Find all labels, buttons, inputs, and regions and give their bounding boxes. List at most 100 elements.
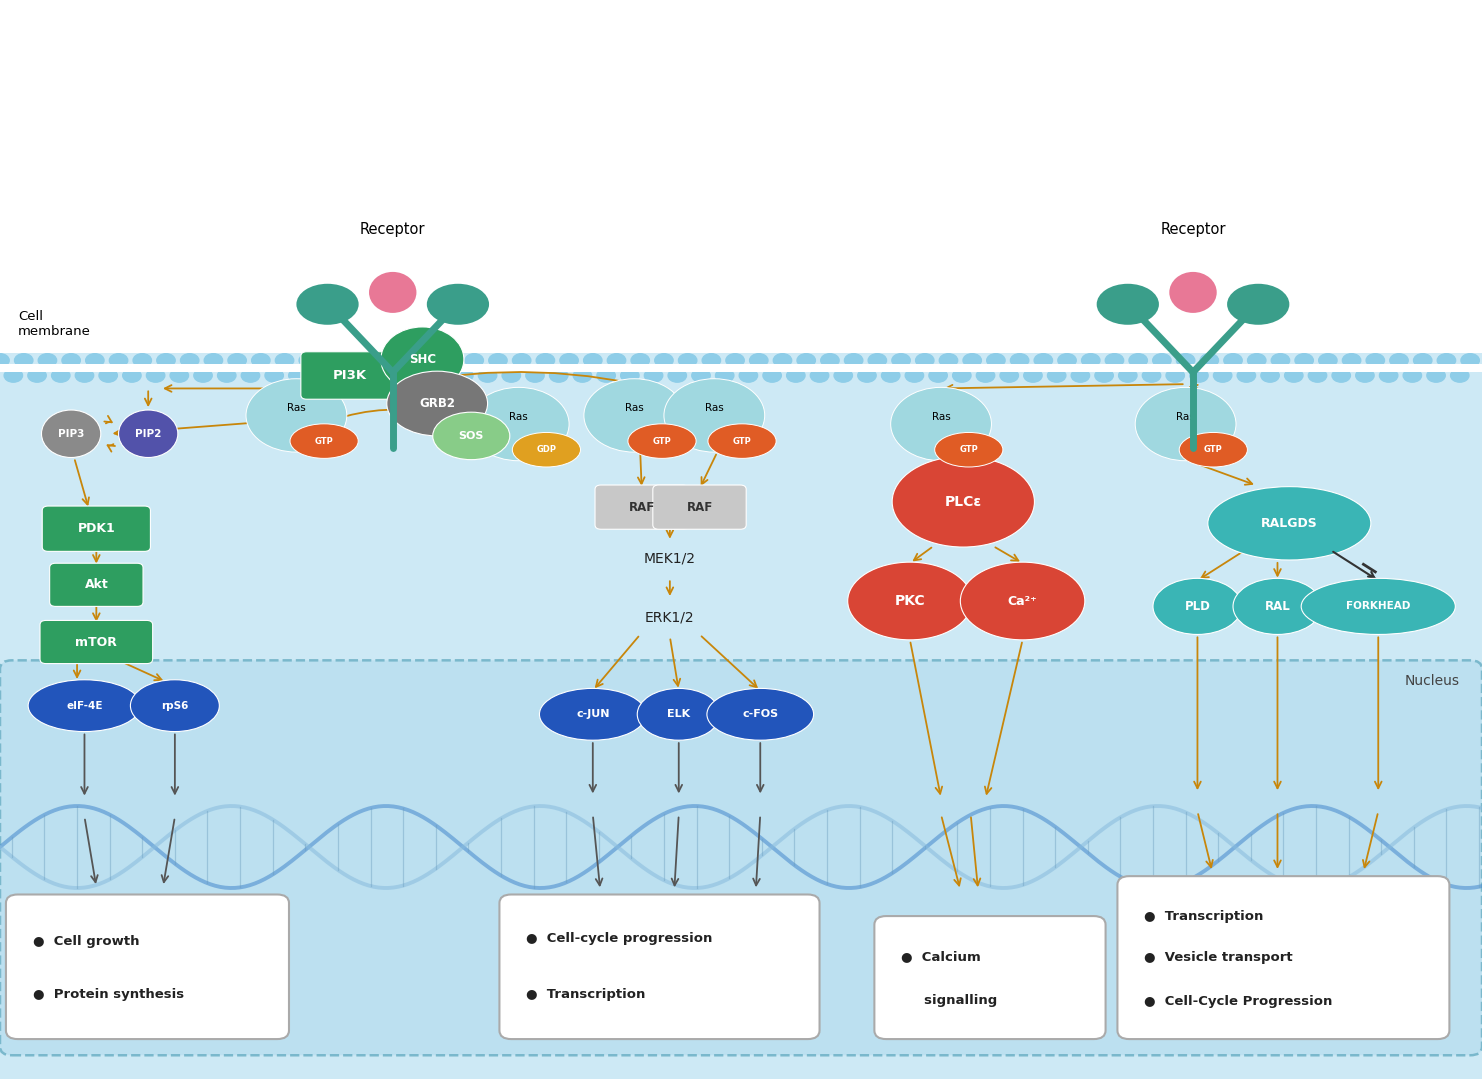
Circle shape — [750, 354, 768, 367]
Circle shape — [1071, 369, 1089, 382]
Circle shape — [39, 354, 56, 367]
Circle shape — [1119, 369, 1137, 382]
Circle shape — [892, 354, 910, 367]
Circle shape — [821, 354, 839, 367]
Text: ●  Transcription: ● Transcription — [526, 988, 646, 1001]
Circle shape — [1153, 354, 1171, 367]
Circle shape — [252, 354, 270, 367]
Ellipse shape — [246, 379, 347, 452]
Ellipse shape — [28, 680, 141, 732]
Circle shape — [0, 354, 9, 367]
FancyBboxPatch shape — [301, 352, 399, 399]
Ellipse shape — [539, 688, 646, 740]
Circle shape — [110, 354, 127, 367]
Circle shape — [52, 369, 70, 382]
FancyBboxPatch shape — [40, 620, 153, 664]
Text: GDP: GDP — [536, 446, 556, 454]
Circle shape — [513, 354, 531, 367]
Circle shape — [1237, 369, 1255, 382]
Circle shape — [726, 354, 744, 367]
Text: PLD: PLD — [1184, 600, 1211, 613]
Text: mTOR: mTOR — [76, 636, 117, 648]
Circle shape — [916, 354, 934, 367]
Text: c-JUN: c-JUN — [576, 709, 609, 720]
Circle shape — [1261, 369, 1279, 382]
Text: GRB2: GRB2 — [419, 397, 455, 410]
Text: ●  Transcription: ● Transcription — [1144, 911, 1264, 924]
Text: ERK1/2: ERK1/2 — [645, 611, 695, 624]
Circle shape — [62, 354, 80, 367]
Text: Ca²⁺: Ca²⁺ — [1008, 595, 1037, 607]
Circle shape — [157, 354, 175, 367]
Circle shape — [550, 369, 568, 382]
Ellipse shape — [628, 424, 697, 459]
Text: Ras: Ras — [932, 412, 950, 422]
Text: SOS: SOS — [458, 431, 485, 441]
Circle shape — [418, 354, 436, 367]
Circle shape — [526, 369, 544, 382]
Text: signalling: signalling — [901, 995, 997, 1008]
Text: RALGDS: RALGDS — [1261, 517, 1317, 530]
Circle shape — [1034, 354, 1052, 367]
Circle shape — [1403, 369, 1421, 382]
Circle shape — [181, 354, 199, 367]
Circle shape — [1438, 354, 1455, 367]
Circle shape — [679, 354, 697, 367]
Circle shape — [631, 354, 649, 367]
Text: c-FOS: c-FOS — [742, 709, 778, 720]
Circle shape — [1011, 354, 1029, 367]
Text: FORKHEAD: FORKHEAD — [1346, 601, 1411, 612]
Circle shape — [953, 369, 971, 382]
Ellipse shape — [892, 456, 1034, 547]
Circle shape — [1414, 354, 1432, 367]
Circle shape — [394, 354, 412, 367]
Ellipse shape — [41, 410, 101, 457]
Circle shape — [1106, 354, 1123, 367]
Ellipse shape — [290, 424, 359, 459]
Circle shape — [597, 369, 615, 382]
Ellipse shape — [296, 284, 359, 325]
Circle shape — [1224, 354, 1242, 367]
Text: ●  Protein synthesis: ● Protein synthesis — [33, 988, 184, 1001]
Circle shape — [574, 369, 591, 382]
Ellipse shape — [708, 424, 777, 459]
Ellipse shape — [381, 327, 464, 392]
Text: Receptor: Receptor — [1160, 222, 1226, 237]
Circle shape — [1000, 369, 1018, 382]
Circle shape — [218, 369, 236, 382]
FancyBboxPatch shape — [0, 0, 1482, 353]
FancyBboxPatch shape — [41, 506, 151, 551]
Circle shape — [811, 369, 828, 382]
Circle shape — [299, 354, 317, 367]
Circle shape — [963, 354, 981, 367]
Circle shape — [621, 369, 639, 382]
Ellipse shape — [707, 688, 814, 740]
Circle shape — [408, 369, 425, 382]
Circle shape — [1319, 354, 1337, 367]
Ellipse shape — [1153, 578, 1242, 634]
Circle shape — [133, 354, 151, 367]
Text: PKC: PKC — [895, 595, 925, 607]
Circle shape — [170, 369, 188, 382]
Circle shape — [15, 354, 33, 367]
Ellipse shape — [848, 562, 972, 640]
Circle shape — [431, 369, 449, 382]
FancyBboxPatch shape — [594, 484, 688, 529]
Circle shape — [1332, 369, 1350, 382]
Circle shape — [1082, 354, 1100, 367]
Ellipse shape — [664, 379, 765, 452]
Circle shape — [929, 369, 947, 382]
Circle shape — [455, 369, 473, 382]
Text: ELK: ELK — [667, 709, 691, 720]
Circle shape — [1390, 354, 1408, 367]
Text: Ras: Ras — [510, 412, 528, 422]
Ellipse shape — [513, 433, 581, 467]
Circle shape — [608, 354, 625, 367]
Circle shape — [763, 369, 781, 382]
Circle shape — [1366, 354, 1384, 367]
Text: Cell
membrane: Cell membrane — [18, 310, 90, 338]
Text: MEK1/2: MEK1/2 — [643, 552, 697, 565]
Circle shape — [1177, 354, 1194, 367]
Circle shape — [28, 369, 46, 382]
Ellipse shape — [1208, 487, 1371, 560]
